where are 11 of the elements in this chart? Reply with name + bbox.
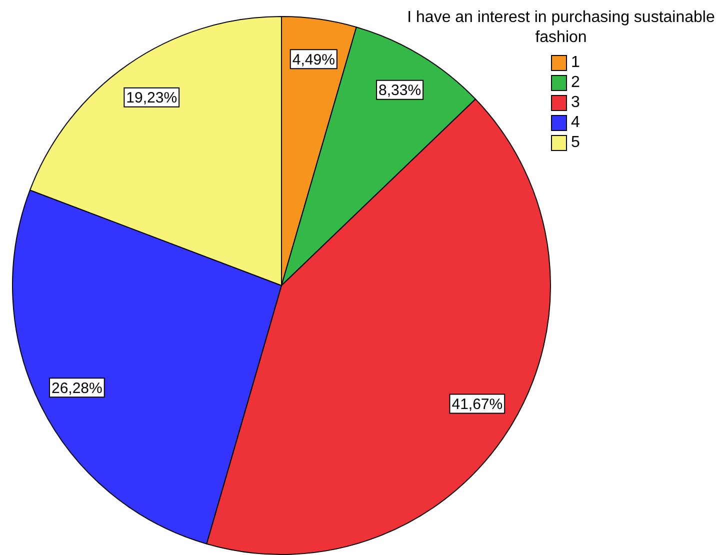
legend-label: 5 — [571, 134, 580, 152]
data-label: 41,67% — [452, 396, 503, 413]
data-label: 19,23% — [126, 89, 178, 106]
data-label: 8,33% — [378, 82, 422, 99]
legend-title: I have an interest in purchasing sustainable fashion — [406, 8, 716, 48]
legend-label: 1 — [571, 54, 580, 72]
data-label: 4,49% — [292, 51, 335, 68]
legend-label: 4 — [571, 114, 580, 132]
data-label: 26,28% — [51, 380, 102, 397]
legend-label: 2 — [571, 74, 580, 92]
legend-label: 3 — [571, 94, 580, 112]
